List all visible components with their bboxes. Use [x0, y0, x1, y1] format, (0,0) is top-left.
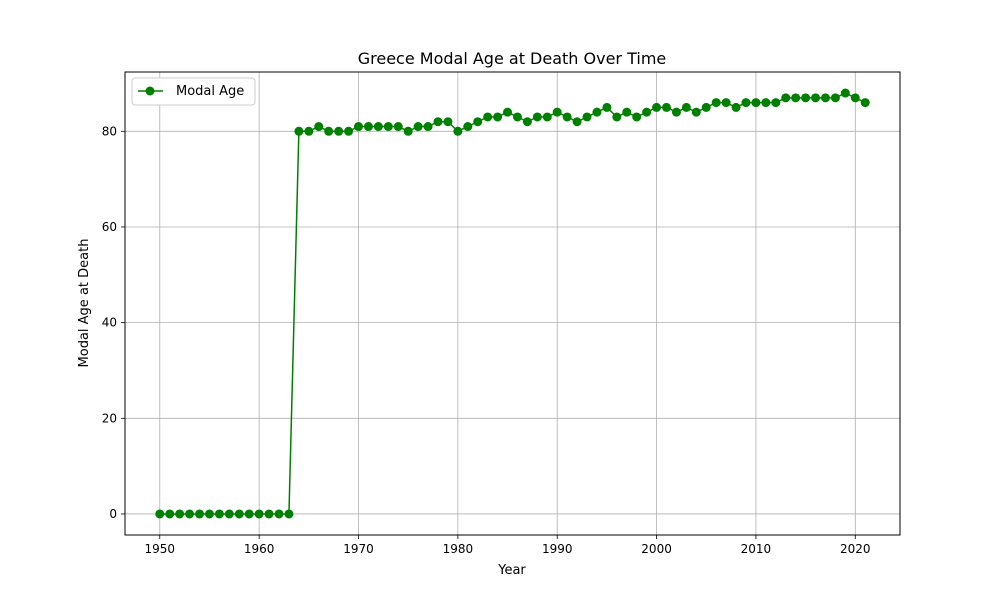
data-point: [353, 122, 363, 132]
data-point: [244, 509, 254, 519]
data-point: [532, 112, 542, 122]
data-point: [701, 102, 711, 112]
data-point: [582, 112, 592, 122]
data-point: [850, 93, 860, 103]
data-point: [274, 509, 284, 519]
data-point: [224, 509, 234, 519]
x-tick-label: 1960: [244, 542, 275, 556]
data-point: [652, 102, 662, 112]
data-point: [304, 126, 314, 136]
data-point: [493, 112, 503, 122]
data-point: [622, 107, 632, 117]
y-tick-label: 0: [109, 507, 117, 521]
data-point: [572, 117, 582, 127]
data-point: [403, 126, 413, 136]
data-point: [433, 117, 443, 127]
x-tick-label: 1980: [443, 542, 474, 556]
series-group: [155, 88, 870, 519]
data-point: [522, 117, 532, 127]
data-point: [642, 107, 652, 117]
data-point: [503, 107, 513, 117]
data-point: [820, 93, 830, 103]
plot-frame: [124, 71, 901, 536]
data-point: [562, 112, 572, 122]
x-tick-label: 2000: [641, 542, 672, 556]
x-tick-label: 1970: [343, 542, 374, 556]
data-point: [791, 93, 801, 103]
data-point: [721, 98, 731, 108]
data-point: [711, 98, 721, 108]
data-point: [334, 126, 344, 136]
data-point: [463, 122, 473, 132]
data-point: [830, 93, 840, 103]
data-point: [393, 122, 403, 132]
data-point: [175, 509, 185, 519]
x-axis-label: Year: [497, 563, 526, 578]
data-point: [612, 112, 622, 122]
data-point: [592, 107, 602, 117]
data-point: [860, 98, 870, 108]
y-axis-label: Modal Age at Death: [77, 239, 92, 368]
data-point: [314, 122, 324, 132]
legend-box: [131, 77, 256, 106]
data-point: [254, 509, 264, 519]
y-tick-label: 20: [102, 411, 117, 425]
data-point: [165, 509, 175, 519]
x-tick-label: 2010: [741, 542, 772, 556]
data-point: [234, 509, 244, 519]
data-point: [284, 509, 294, 519]
data-point: [771, 98, 781, 108]
data-point: [483, 112, 493, 122]
data-point: [413, 122, 423, 132]
data-point: [781, 93, 791, 103]
data-point: [602, 102, 612, 112]
data-point: [324, 126, 334, 136]
y-axis-ticks: 0 20 40 60 80: [102, 124, 125, 521]
data-point: [632, 112, 642, 122]
data-point: [811, 93, 821, 103]
data-point: [155, 509, 165, 519]
data-point: [214, 509, 224, 519]
x-tick-label: 2020: [840, 542, 871, 556]
legend-marker: [145, 86, 155, 96]
data-point: [801, 93, 811, 103]
x-axis-ticks: 1950 1960 1970 1980 1990 2000 2010 2020: [145, 535, 871, 556]
data-point: [751, 98, 761, 108]
data-point: [294, 126, 304, 136]
data-point: [204, 509, 214, 519]
data-point: [542, 112, 552, 122]
data-point: [662, 102, 672, 112]
legend-label: Modal Age: [176, 84, 244, 99]
data-point: [671, 107, 681, 117]
data-point: [373, 122, 383, 132]
data-point: [443, 117, 453, 127]
data-point: [840, 88, 850, 98]
data-point: [741, 98, 751, 108]
data-point: [185, 509, 195, 519]
y-tick-label: 80: [102, 124, 117, 138]
legend: Modal Age: [131, 77, 256, 106]
data-point: [761, 98, 771, 108]
x-tick-label: 1950: [145, 542, 176, 556]
data-point: [344, 126, 354, 136]
data-point: [512, 112, 522, 122]
data-point: [731, 102, 741, 112]
data-point: [363, 122, 373, 132]
chart-title: Greece Modal Age at Death Over Time: [358, 49, 667, 68]
data-point: [383, 122, 393, 132]
data-point: [552, 107, 562, 117]
y-tick-label: 40: [102, 316, 117, 330]
data-point: [453, 126, 463, 136]
x-tick-label: 1990: [542, 542, 573, 556]
data-point: [691, 107, 701, 117]
data-point: [195, 509, 205, 519]
data-point: [423, 122, 433, 132]
data-point: [473, 117, 483, 127]
y-tick-label: 60: [102, 220, 117, 234]
data-point: [264, 509, 274, 519]
data-point: [681, 102, 691, 112]
